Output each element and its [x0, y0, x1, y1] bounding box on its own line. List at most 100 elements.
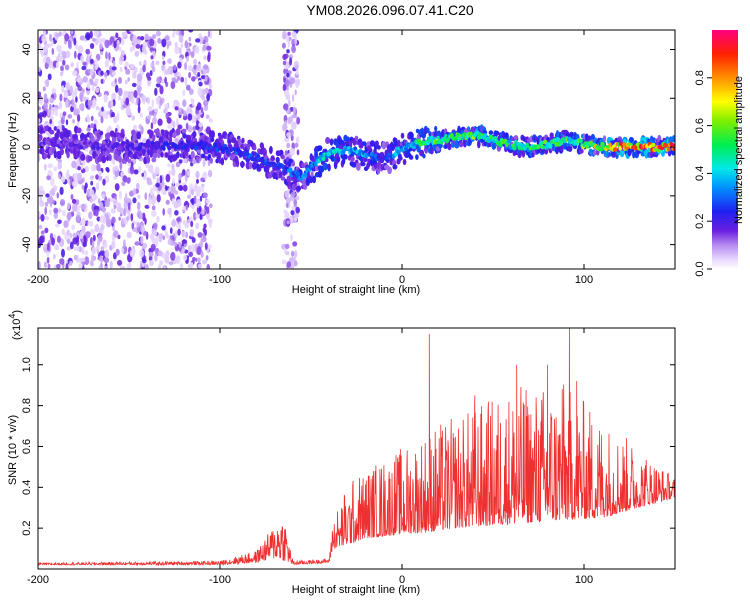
spectrogram-noise-cell: [153, 108, 159, 113]
spectrogram-noise-cell: [118, 76, 122, 84]
spectrogram-band-cell: [149, 145, 154, 151]
spectrogram-band-cell: [146, 155, 151, 164]
spectrogram-noise-cell: [195, 170, 200, 179]
spectrogram-noise-cell: [201, 185, 205, 193]
spectrogram-noise-cell: [81, 217, 86, 226]
spectrogram-noise-cell: [286, 142, 291, 149]
spectrogram-noise-cell: [77, 45, 84, 54]
spectrogram-noise-cell: [120, 170, 125, 177]
spectrogram-noise-cell: [207, 30, 211, 38]
spectrogram-ridge-cell: [436, 135, 440, 140]
spectrogram-noise-cell: [290, 191, 296, 197]
spectrogram-noise-cell: [111, 216, 116, 224]
spectrogram-noise-cell: [103, 257, 110, 264]
spectrogram-ridge-cell: [61, 144, 66, 149]
spectrogram-noise-cell: [158, 104, 161, 109]
spectrogram-noise-cell: [292, 241, 298, 247]
spectrogram-noise-cell: [285, 251, 290, 256]
spectrogram-noise-cell: [103, 114, 109, 119]
spectrogram-noise-cell: [177, 228, 181, 236]
spectrogram-noise-cell: [151, 99, 154, 108]
spectrogram-noise-cell: [181, 230, 187, 238]
spectrogram-noise-cell: [158, 237, 163, 243]
spectrogram-noise-cell: [59, 71, 64, 77]
spectrogram-band-cell: [668, 136, 673, 143]
spectrogram-noise-cell: [38, 224, 43, 230]
colorbar-tick-label: 0.4: [694, 166, 706, 181]
spectrogram-noise-cell: [192, 257, 196, 262]
spectrogram-noise-cell: [293, 60, 300, 70]
spectrogram-noise-cell: [188, 30, 194, 33]
spectrogram-noise-cell: [201, 208, 205, 215]
spectrogram-ridge-cell: [512, 145, 517, 151]
spectrogram-noise-cell: [125, 97, 130, 106]
spectrogram-noise-cell: [89, 228, 96, 235]
spectrogram-noise-cell: [284, 190, 290, 198]
spectrogram-noise-cell: [65, 119, 69, 126]
spectrogram-noise-cell: [71, 198, 77, 204]
spectrogram-band-cell: [106, 155, 110, 162]
spectrogram-noise-cell: [155, 182, 160, 188]
spectrogram-noise-cell: [126, 263, 131, 269]
spectrogram-noise-cell: [168, 170, 173, 176]
spectrogram-noise-cell: [81, 184, 85, 190]
spectrogram-noise-cell: [43, 261, 47, 269]
spectrogram-ridge-cell: [486, 138, 492, 144]
spectrogram-ridge-cell: [56, 139, 61, 145]
spectrogram-noise-cell: [92, 196, 96, 202]
spectrogram-noise-cell: [112, 71, 116, 76]
spectrogram-band-cell: [575, 133, 580, 139]
spectrogram-x-tick-label: -200: [27, 274, 49, 286]
spectrogram-noise-cell: [114, 183, 120, 191]
spectrogram-ridge-cell: [539, 140, 544, 146]
spectrogram-noise-cell: [87, 99, 93, 108]
spectrogram-noise-cell: [125, 192, 128, 202]
spectrogram-noise-cell: [291, 121, 297, 130]
spectrogram-noise-cell: [206, 93, 210, 102]
spectrogram-noise-cell: [131, 115, 135, 121]
spectrogram-band-cell: [326, 164, 331, 169]
spectrogram-band-cell: [314, 149, 318, 158]
spectrogram-noise-cell: [43, 93, 48, 101]
spectrogram-noise-cell: [162, 208, 165, 216]
spectrogram-band-cell: [651, 137, 656, 142]
spectrogram-band-cell: [408, 155, 414, 160]
spectrogram-y-tick-label: 20: [21, 92, 33, 104]
spectrogram-noise-cell: [124, 79, 128, 85]
spectrogram-noise-cell: [144, 204, 150, 209]
spectrogram-x-tick-label: 100: [575, 274, 593, 286]
spectrogram-noise-cell: [66, 229, 70, 236]
spectrogram-band-cell: [164, 152, 169, 158]
spectrogram-band-cell: [419, 150, 424, 157]
spectrogram-band-cell: [56, 128, 60, 135]
spectrogram-noise-cell: [122, 175, 128, 183]
spectrogram-noise-cell: [142, 64, 146, 73]
spectrogram-band-cell: [319, 166, 325, 173]
spectrogram-noise-cell: [142, 258, 147, 264]
spectrogram-noise-cell: [182, 205, 186, 211]
spectrogram-noise-cell: [193, 211, 197, 221]
spectrogram-noise-cell: [42, 86, 46, 92]
spectrogram-noise-cell: [291, 94, 295, 102]
spectrogram-noise-cell: [191, 159, 197, 164]
spectrogram-noise-cell: [100, 245, 105, 252]
spectrogram-noise-cell: [110, 198, 116, 203]
spectrogram-noise-cell: [193, 58, 198, 65]
spectrogram-band-cell: [477, 140, 481, 149]
spectrogram-band-cell: [422, 153, 426, 159]
spectrogram-ridge-cell: [92, 144, 96, 151]
spectrogram-noise-cell: [95, 174, 99, 180]
spectrogram-noise-cell: [145, 263, 149, 269]
spectrogram-noise-cell: [175, 255, 181, 264]
spectrogram-noise-cell: [58, 173, 61, 179]
spectrogram-noise-cell: [295, 212, 300, 218]
spectrogram-noise-cell: [71, 98, 75, 108]
spectrogram-noise-cell: [91, 85, 95, 92]
spectrogram-noise-cell: [163, 265, 167, 269]
spectrogram-noise-cell: [200, 239, 204, 248]
spectrogram-noise-cell: [284, 150, 288, 156]
spectrogram-ridge-cell: [370, 151, 374, 157]
spectrogram-noise-cell: [186, 194, 192, 199]
spectrogram-noise-cell: [77, 172, 83, 181]
